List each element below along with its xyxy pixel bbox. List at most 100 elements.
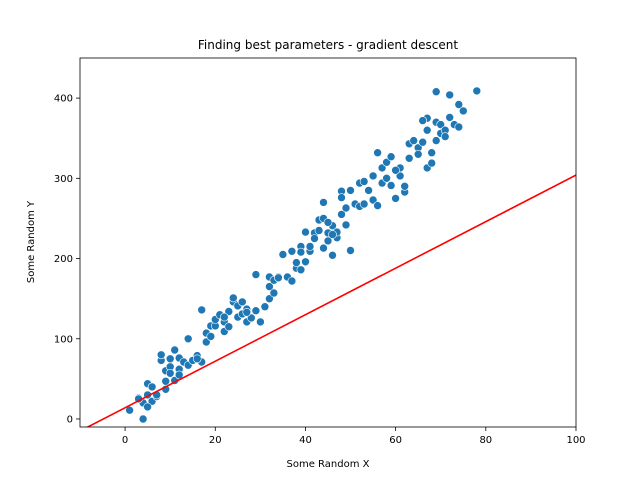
- data-point: [305, 242, 315, 251]
- data-point: [418, 137, 428, 147]
- data-point: [418, 116, 428, 125]
- data-point: [251, 306, 261, 316]
- data-point: [337, 210, 346, 219]
- data-point: [265, 282, 274, 291]
- data-point: [323, 218, 333, 227]
- data-point: [391, 166, 400, 175]
- data-point: [247, 313, 256, 323]
- plot-frame: [79, 57, 577, 428]
- data-point: [359, 199, 369, 209]
- x-axis-label: Some Random X: [287, 459, 370, 470]
- x-tick-label: 100: [566, 435, 585, 446]
- y-tick-label: 300: [54, 174, 73, 185]
- data-point: [422, 125, 432, 135]
- data-point: [436, 120, 446, 129]
- data-point: [265, 294, 274, 304]
- data-point: [156, 350, 166, 360]
- chart-title: Finding best parameters - gradient desce…: [198, 38, 458, 52]
- data-point: [454, 122, 464, 132]
- data-point: [341, 220, 351, 230]
- x-tick-label: 40: [299, 435, 312, 446]
- data-point: [174, 370, 184, 380]
- data-point: [143, 402, 152, 412]
- data-point: [400, 182, 410, 191]
- line-layer: [86, 174, 576, 427]
- y-axis-label: Some Random Y: [26, 200, 37, 283]
- data-point: [404, 154, 414, 163]
- data-point: [368, 171, 378, 181]
- data-point: [427, 158, 437, 168]
- data-point: [183, 334, 193, 344]
- data-point: [319, 198, 328, 207]
- data-point: [427, 148, 437, 157]
- data-point: [328, 251, 337, 260]
- data-point: [431, 87, 441, 96]
- data-point: [386, 181, 396, 190]
- data-point: [287, 247, 297, 256]
- data-point: [229, 293, 238, 303]
- data-point: [328, 230, 337, 239]
- regression-line: [86, 174, 576, 427]
- data-point: [382, 158, 391, 167]
- data-point: [445, 90, 455, 100]
- y-tick-label: 100: [54, 334, 73, 345]
- y-axis: 0 100 200 300 400: [54, 94, 80, 425]
- x-tick-label: 60: [389, 435, 402, 446]
- data-point: [359, 177, 369, 186]
- data-point: [224, 322, 234, 332]
- data-point: [206, 332, 216, 341]
- data-point: [251, 270, 261, 279]
- y-tick-label: 200: [54, 254, 73, 265]
- y-tick-label: 400: [54, 94, 73, 105]
- data-point: [202, 337, 211, 347]
- data-point: [368, 195, 378, 205]
- data-point: [413, 150, 423, 159]
- data-point: [242, 307, 252, 317]
- data-point: [454, 100, 464, 109]
- data-point: [373, 201, 382, 210]
- data-point: [346, 246, 355, 255]
- data-point: [337, 193, 346, 202]
- x-axis: 0 20 40 60 80 100: [122, 427, 586, 446]
- data-point: [301, 227, 310, 237]
- data-point: [341, 203, 351, 213]
- data-point: [260, 302, 270, 312]
- data-point: [391, 194, 400, 203]
- data-point: [165, 354, 175, 364]
- data-point: [170, 345, 179, 355]
- x-tick-label: 0: [122, 435, 128, 446]
- data-point: [138, 414, 148, 424]
- data-point: [301, 257, 310, 267]
- data-point: [197, 305, 206, 315]
- data-point: [458, 106, 468, 116]
- data-point: [445, 113, 455, 122]
- x-tick-label: 20: [209, 435, 222, 446]
- data-point: [278, 250, 288, 259]
- data-point: [431, 136, 441, 145]
- data-point: [364, 186, 373, 195]
- data-point: [292, 258, 301, 267]
- x-tick-label: 80: [479, 435, 492, 446]
- data-point: [346, 186, 355, 195]
- data-point: [314, 226, 324, 235]
- data-point: [373, 148, 382, 157]
- data-point: [274, 273, 283, 283]
- data-point: [319, 243, 328, 253]
- data-point: [472, 86, 482, 96]
- data-point: [296, 247, 306, 257]
- data-point: [386, 152, 396, 161]
- data-point: [440, 132, 450, 141]
- data-point: [192, 354, 202, 364]
- data-point: [409, 136, 419, 145]
- data-point: [147, 382, 157, 392]
- data-point: [377, 163, 387, 173]
- data-point: [220, 312, 229, 322]
- data-point: [310, 234, 319, 243]
- points-layer: [125, 86, 482, 424]
- data-point: [161, 376, 170, 386]
- data-point: [382, 174, 391, 183]
- data-point: [287, 276, 297, 286]
- data-point: [238, 297, 247, 307]
